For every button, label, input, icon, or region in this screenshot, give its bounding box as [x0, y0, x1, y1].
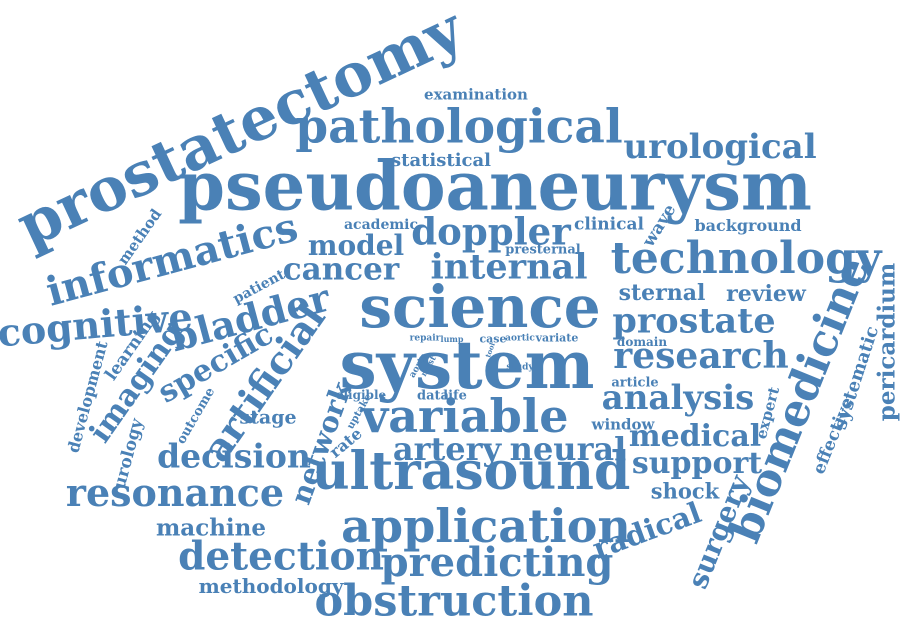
word-article: article — [611, 375, 659, 391]
word-predicting: predicting — [380, 539, 614, 586]
word-study: study — [506, 362, 534, 373]
word-life: life — [443, 388, 467, 404]
word-case: case — [479, 332, 507, 346]
word-obstruction: obstruction — [314, 576, 594, 625]
word-statistical: statistical — [390, 150, 492, 171]
word-support: support — [631, 446, 763, 481]
word-decision: decision — [157, 436, 311, 476]
word-pseudoaneurysm: pseudoaneurysm — [178, 146, 812, 226]
word-presternal: presternal — [505, 242, 581, 258]
word-artery: artery — [392, 430, 502, 468]
word-ultrasound: ultrasound — [311, 441, 631, 502]
word-resonance: resonance — [65, 470, 285, 515]
word-internal: internal — [430, 246, 588, 288]
word-pathological: pathological — [295, 99, 623, 155]
word-cancer: cancer — [282, 251, 400, 288]
word-lump: lump — [440, 334, 464, 344]
word-detection: detection — [178, 533, 384, 580]
word-methodology: methodology — [198, 574, 344, 598]
word-sternal: sternal — [618, 280, 706, 306]
word-urological: urological — [623, 127, 817, 167]
word-neural: neural — [509, 430, 627, 468]
word-technology: technology — [610, 233, 882, 284]
word-domain: domain — [616, 335, 668, 349]
word-repair: repair — [409, 333, 441, 344]
word-data: data — [417, 388, 449, 404]
word-review: review — [726, 281, 806, 307]
word-shock: shock — [650, 478, 720, 504]
word-model: model — [307, 229, 405, 262]
word-doppler: doppler — [411, 209, 571, 254]
word-examination: examination — [424, 85, 528, 104]
word-application: application — [341, 499, 631, 553]
word-stage: stage — [239, 406, 297, 429]
word-aortic: aortic — [505, 333, 535, 344]
word-academic: academic — [343, 217, 419, 233]
word-eligible: eligible — [335, 388, 387, 402]
word-analysis: analysis — [601, 378, 755, 418]
word-system: system — [339, 326, 595, 404]
word-prostate: prostate — [612, 300, 776, 342]
word-machine: machine — [155, 514, 267, 542]
word-variable: variable — [361, 389, 569, 443]
word-medical: medical — [628, 419, 762, 454]
word-science: science — [359, 273, 601, 341]
word-window: window — [591, 415, 655, 434]
word-variate: variate — [535, 331, 579, 345]
word-background: background — [694, 216, 802, 235]
word-research: research — [613, 335, 789, 377]
word-clinical: clinical — [574, 214, 644, 235]
